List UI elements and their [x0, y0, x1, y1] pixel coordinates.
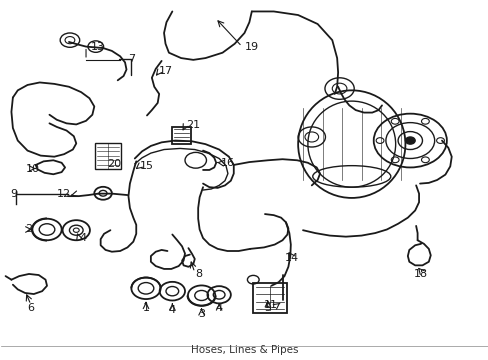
Text: 12: 12 — [57, 189, 71, 199]
Text: 8: 8 — [195, 269, 203, 279]
Circle shape — [405, 137, 414, 144]
Text: 16: 16 — [221, 158, 235, 168]
Bar — [253, 283, 287, 313]
Text: 21: 21 — [185, 121, 200, 130]
Text: 17: 17 — [159, 66, 173, 76]
Text: 7: 7 — [128, 54, 135, 64]
Text: 1: 1 — [142, 303, 149, 314]
Text: 4: 4 — [168, 305, 176, 315]
Text: 6: 6 — [27, 303, 34, 314]
Text: Hoses, Lines & Pipes: Hoses, Lines & Pipes — [190, 345, 298, 355]
Text: 2: 2 — [25, 225, 32, 234]
Text: 14: 14 — [285, 253, 299, 263]
Text: 13: 13 — [91, 42, 105, 51]
Text: 18: 18 — [413, 269, 427, 279]
Text: 19: 19 — [244, 42, 258, 51]
Text: 4: 4 — [80, 233, 87, 243]
Text: 11: 11 — [264, 300, 278, 310]
Text: 20: 20 — [107, 159, 121, 169]
Text: 9: 9 — [10, 189, 18, 199]
Text: 10: 10 — [26, 163, 40, 174]
Text: 15: 15 — [140, 161, 154, 171]
Text: 3: 3 — [198, 310, 204, 319]
Bar — [172, 127, 190, 144]
Text: 5: 5 — [264, 303, 271, 314]
Bar — [95, 143, 121, 168]
Text: 4: 4 — [215, 303, 222, 314]
